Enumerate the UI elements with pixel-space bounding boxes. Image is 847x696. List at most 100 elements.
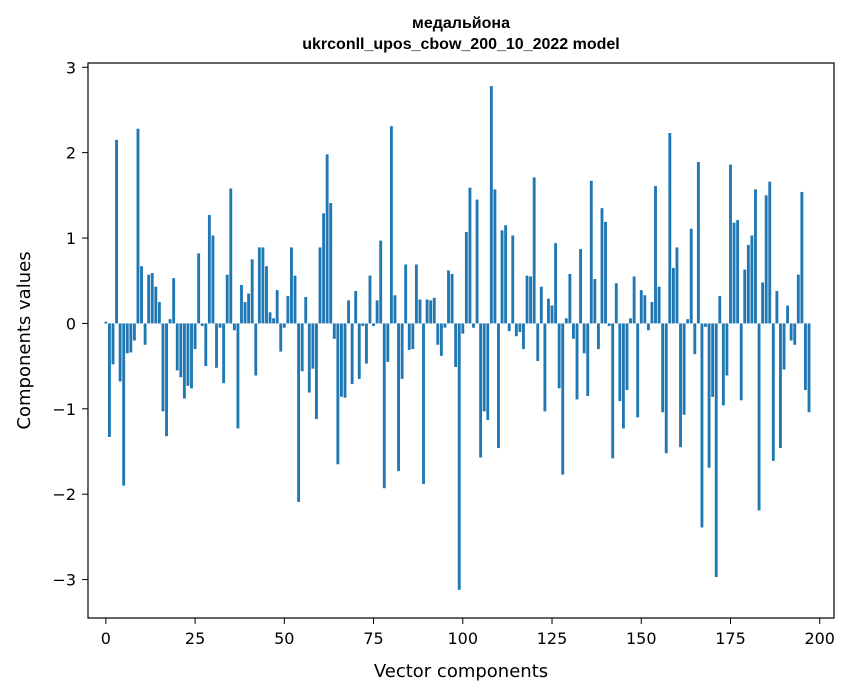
- bar-component-194: [796, 274, 800, 324]
- bar-component-46: [268, 312, 272, 324]
- bar-component-175: [729, 164, 732, 324]
- bar-component-57: [307, 323, 311, 393]
- bar-component-91: [429, 300, 433, 324]
- bar-component-50: [282, 323, 286, 328]
- bar-component-56: [304, 296, 308, 324]
- bar-component-22: [182, 323, 186, 399]
- bar-component-47: [272, 318, 276, 324]
- bar-component-119: [529, 276, 533, 324]
- bar-component-137: [593, 279, 597, 324]
- bar-component-193: [793, 323, 797, 345]
- plot-area: [104, 86, 811, 590]
- y-tick-label: 3: [66, 58, 76, 77]
- bar-component-126: [554, 243, 558, 324]
- bar-component-7: [129, 323, 133, 353]
- bar-component-129: [564, 318, 568, 324]
- bar-component-95: [443, 323, 447, 328]
- bar-component-113: [507, 323, 511, 332]
- bar-component-70: [354, 290, 358, 324]
- bar-component-188: [775, 290, 779, 324]
- x-axis-label: Vector components: [374, 661, 548, 682]
- bar-component-83: [400, 323, 404, 379]
- bar-component-124: [547, 298, 550, 324]
- bar-component-32: [218, 323, 222, 328]
- bar-component-127: [557, 323, 561, 389]
- bar-component-141: [607, 323, 611, 326]
- bar-component-190: [782, 323, 786, 370]
- bar-component-98: [454, 323, 458, 367]
- bar-component-11: [143, 323, 147, 345]
- bar-component-15: [157, 302, 161, 324]
- bar-component-31: [215, 323, 218, 368]
- bar-component-59: [315, 323, 318, 420]
- bar-component-37: [236, 323, 240, 429]
- bar-component-18: [168, 319, 172, 324]
- axes-frame: [87, 62, 835, 619]
- bar-component-10: [140, 266, 143, 324]
- bar-component-167: [700, 323, 704, 528]
- bar-component-191: [786, 305, 790, 324]
- bar-component-143: [614, 283, 618, 324]
- bar-component-187: [771, 323, 775, 461]
- bar-component-111: [500, 230, 504, 324]
- x-tick-label: 175: [715, 629, 746, 648]
- bar-component-197: [807, 323, 811, 413]
- bar-component-53: [293, 275, 297, 324]
- bar-component-121: [536, 323, 540, 361]
- bar-component-16: [161, 323, 165, 412]
- bar-component-156: [661, 323, 665, 413]
- bar-component-149: [636, 323, 640, 418]
- x-tick-label: 0: [101, 629, 111, 648]
- bar-component-105: [479, 323, 483, 458]
- bar-component-94: [439, 323, 443, 356]
- bar-component-142: [611, 323, 615, 459]
- bar-component-184: [761, 282, 765, 324]
- bar-component-151: [643, 295, 647, 324]
- bar-component-75: [372, 323, 375, 326]
- chart-title-line: ukrconll_upos_cbow_200_10_2022 model: [302, 36, 619, 53]
- bar-component-21: [179, 323, 183, 378]
- x-tick-label: 100: [448, 629, 479, 648]
- bar-component-71: [357, 323, 361, 379]
- bar-component-176: [732, 222, 736, 324]
- bar-component-17: [165, 323, 168, 437]
- bar-component-84: [404, 264, 408, 324]
- bar-component-3: [115, 139, 118, 324]
- bar-component-49: [279, 323, 283, 352]
- bar-component-60: [318, 247, 322, 324]
- bar-component-36: [232, 323, 236, 331]
- bar-component-51: [286, 296, 290, 324]
- bar-component-162: [682, 323, 686, 415]
- bar-component-58: [311, 323, 315, 369]
- bar-component-112: [504, 225, 508, 324]
- x-axis-ticks: 0 25 50 75 100 125 150 175 200: [101, 618, 835, 648]
- bar-component-13: [150, 273, 154, 324]
- bar-component-87: [414, 264, 418, 324]
- y-tick-label: −3: [52, 571, 76, 590]
- y-axis-ticks: −3 −2 −1 0 1 2 3: [52, 58, 88, 590]
- bar-component-135: [586, 323, 590, 396]
- bar-component-6: [125, 323, 129, 354]
- bar-component-48: [275, 290, 279, 324]
- bar-component-171: [714, 323, 718, 578]
- x-tick-label: 75: [363, 629, 383, 648]
- bar-component-23: [186, 323, 190, 386]
- bar-component-90: [425, 299, 429, 324]
- bar-component-38: [240, 285, 243, 324]
- bar-component-107: [486, 323, 490, 420]
- bar-component-80: [389, 126, 393, 324]
- chart-title-line: медальйона: [412, 15, 510, 32]
- bar-component-63: [329, 203, 333, 324]
- bar-component-136: [589, 180, 593, 324]
- bar-component-131: [572, 323, 575, 339]
- bar-component-65: [336, 323, 340, 465]
- bar-component-120: [532, 177, 536, 324]
- bar-component-42: [254, 323, 258, 376]
- bar-component-82: [397, 323, 400, 472]
- bar-component-85: [407, 323, 411, 350]
- bar-component-40: [247, 293, 251, 324]
- bar-component-147: [629, 318, 632, 324]
- bar-component-183: [757, 323, 761, 511]
